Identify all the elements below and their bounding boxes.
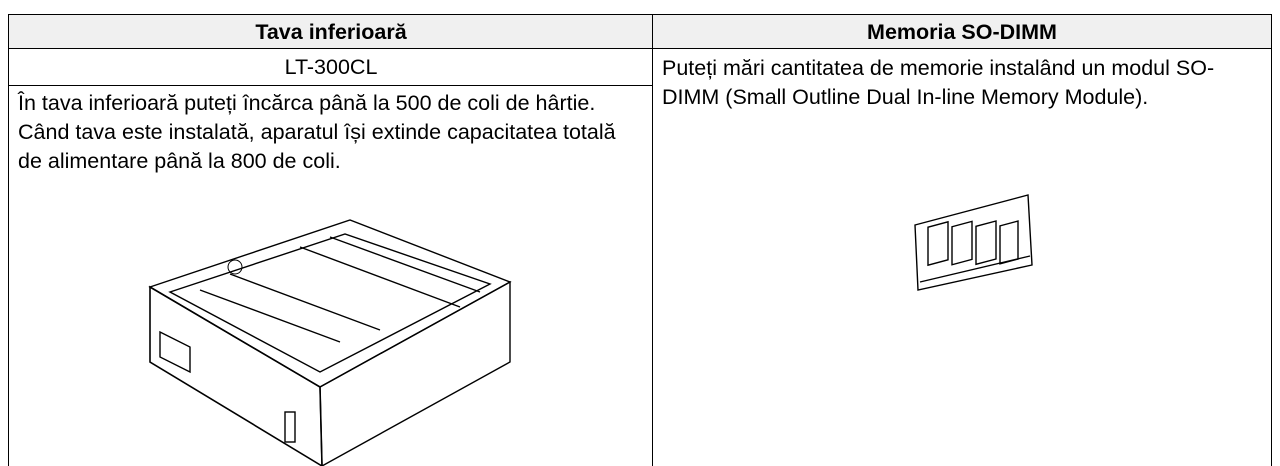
header-cell: Tava inferioară	[8, 14, 653, 49]
description: În tava inferioară puteți încărca până l…	[18, 91, 616, 173]
model-cell: LT-300CL	[8, 49, 653, 86]
sodimm-illustration	[914, 194, 1033, 291]
header-cell: Memoria SO-DIMM	[652, 14, 1272, 49]
description: Puteți mări cantitatea de memorie instal…	[662, 56, 1215, 109]
tray-illustration	[148, 219, 512, 466]
description-cell: În tava inferioară puteți încărca până l…	[8, 86, 653, 466]
description-cell: Puteți mări cantitatea de memorie instal…	[652, 49, 1272, 466]
